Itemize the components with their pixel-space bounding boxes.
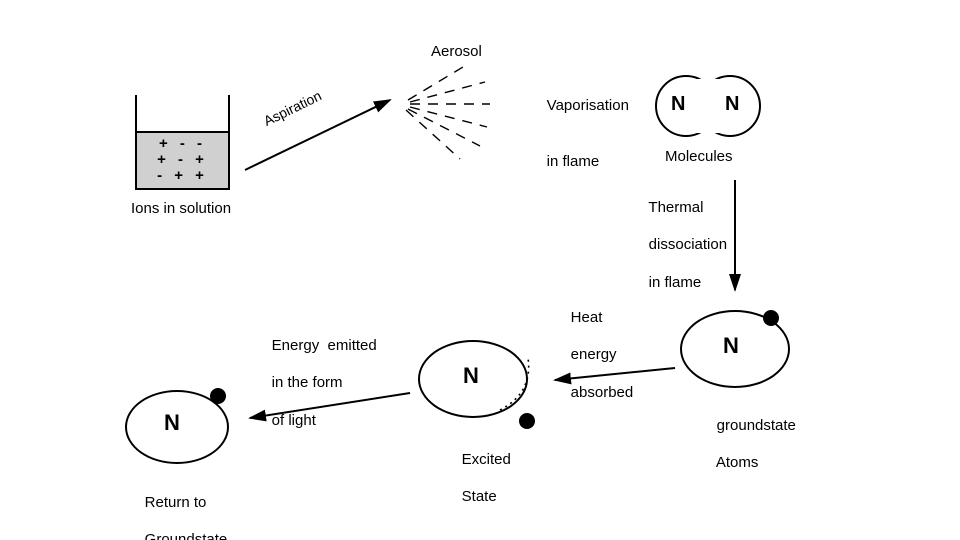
- aerosol-spray: [406, 64, 490, 159]
- emit-line2: in the form: [272, 374, 343, 391]
- return-letter: N: [164, 410, 180, 436]
- heat-absorbed-label: Heat energy absorbed: [554, 290, 633, 421]
- thermal-dissociation-label: Thermal dissociation in flame: [632, 180, 727, 311]
- aspiration-label: Aspiration: [261, 87, 324, 129]
- thermal-line3: in flame: [649, 274, 702, 291]
- heat-line1: Heat: [571, 309, 603, 326]
- molecule-letter-right: N: [725, 93, 739, 116]
- thermal-line1: Thermal: [648, 199, 703, 216]
- thermal-line2: dissociation: [649, 236, 727, 253]
- excited-caption-l2: State: [462, 488, 497, 505]
- beaker: + - - + - + - + +: [135, 95, 230, 190]
- heat-line2: energy: [571, 346, 617, 363]
- ion-row: + - -: [137, 135, 228, 152]
- emit-line1: Energy emitted: [272, 337, 377, 354]
- molecule-mask: [693, 79, 723, 133]
- aerosol-label: Aerosol: [431, 43, 482, 62]
- return-caption-l2: Groundstate: [145, 531, 228, 540]
- groundstate-caption: groundstate Atoms: [700, 398, 796, 492]
- emit-line3: of light: [272, 412, 316, 429]
- excited-electron: [519, 413, 535, 429]
- return-caption-l1: Return to: [145, 494, 207, 511]
- groundstate-electron: [763, 310, 779, 326]
- energy-emitted-label: Energy emitted in the form of light: [255, 318, 377, 449]
- excited-caption-l1: Excited: [462, 451, 511, 468]
- groundstate-caption-l1: groundstate: [717, 417, 796, 434]
- molecule-caption: Molecules: [665, 148, 733, 167]
- molecule-letter-left: N: [671, 93, 685, 116]
- return-caption: Return to Groundstate: [128, 475, 227, 540]
- beaker-liquid: + - - + - + - + +: [137, 131, 228, 188]
- beaker-caption: Ions in solution: [131, 200, 231, 219]
- excited-letter: N: [463, 363, 479, 389]
- ion-row: + - +: [137, 151, 228, 168]
- vaporisation-label: Vaporisation in flame: [530, 78, 629, 191]
- groundstate-caption-l2: Atoms: [716, 454, 759, 471]
- groundstate-letter: N: [723, 333, 739, 359]
- return-electron: [210, 388, 226, 404]
- vaporisation-line1: Vaporisation: [547, 97, 629, 114]
- ion-row: - + +: [137, 167, 228, 184]
- diagram-stage: { "typography": { "font_family": "Arial,…: [0, 0, 960, 540]
- vaporisation-line2: in flame: [547, 153, 600, 170]
- excited-caption: Excited State: [445, 432, 511, 526]
- heat-line3: absorbed: [571, 384, 634, 401]
